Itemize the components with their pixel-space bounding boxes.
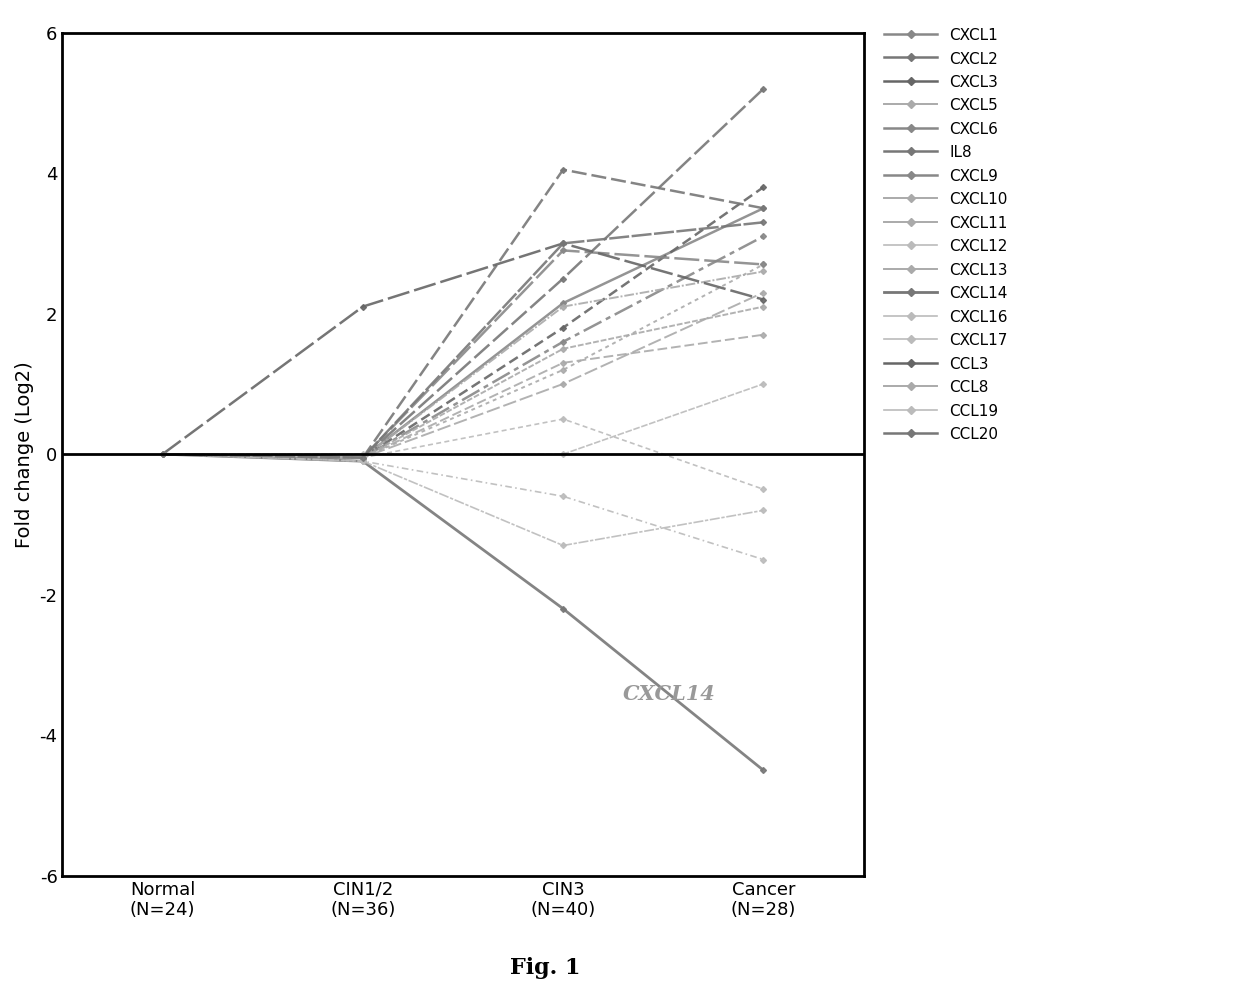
Legend: CXCL1, CXCL2, CXCL3, CXCL5, CXCL6, IL8, CXCL9, CXCL10, CXCL11, CXCL12, CXCL13, C: CXCL1, CXCL2, CXCL3, CXCL5, CXCL6, IL8, … — [879, 24, 1013, 446]
Text: CXCL14: CXCL14 — [624, 684, 715, 704]
Y-axis label: Fold change (Log2): Fold change (Log2) — [15, 361, 33, 548]
Text: Fig. 1: Fig. 1 — [511, 957, 580, 979]
